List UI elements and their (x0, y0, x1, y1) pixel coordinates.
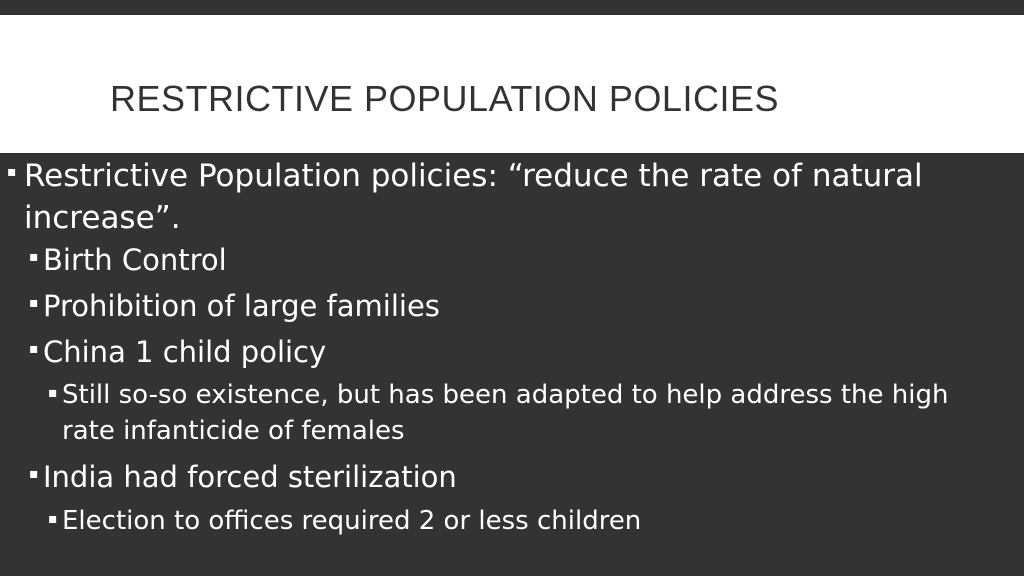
bullet-item-birth-control: ▪ Birth Control (29, 240, 943, 280)
bullet-item-india-sterilization: ▪ India had forced sterilization (29, 457, 943, 497)
bullet-text: Prohibition of large families (43, 289, 440, 323)
slide-title: RESTRICTIVE POPULATION POLICIES (110, 78, 779, 119)
bullet-text: China 1 child policy (43, 335, 327, 369)
bullet-item-restrictive-policies: ▪ Restrictive Population policies: “redu… (7, 155, 974, 239)
square-bullet-icon: ▪ (29, 466, 39, 482)
bullet-text: Election to offices required 2 or less c… (62, 506, 642, 536)
bullet-item-prohibition: ▪ Prohibition of large families (29, 286, 943, 326)
bullet-item-india-detail: ▪ Election to offices required 2 or less… (48, 503, 1007, 539)
square-bullet-icon: ▪ (29, 249, 39, 265)
bullet-text: Birth Control (43, 243, 227, 277)
square-bullet-icon: ▪ (29, 341, 39, 357)
bullet-item-china-policy: ▪ China 1 child policy (29, 332, 943, 372)
square-bullet-icon: ▪ (29, 295, 39, 311)
bullet-text: Still so-so existence, but has been adap… (62, 380, 949, 446)
bullet-text: India had forced sterilization (43, 460, 457, 494)
square-bullet-icon: ▪ (7, 164, 17, 180)
bullet-text: Restrictive Population policies: “reduce… (24, 158, 923, 236)
square-bullet-icon: ▪ (48, 385, 58, 401)
square-bullet-icon: ▪ (48, 511, 58, 527)
title-band: RESTRICTIVE POPULATION POLICIES (0, 15, 1024, 153)
bullet-item-china-detail: ▪ Still so-so existence, but has been ad… (48, 377, 1007, 449)
